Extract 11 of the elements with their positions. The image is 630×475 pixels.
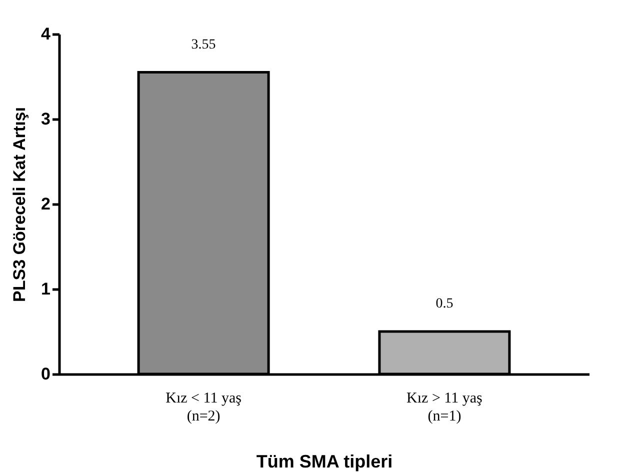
data-label: 3.55 xyxy=(191,37,216,52)
y-tick-label: 3 xyxy=(41,110,50,128)
y-tick-label: 0 xyxy=(41,364,50,384)
x-axis-title: Tüm SMA tipleri xyxy=(256,452,393,472)
y-axis-title: PLS3 Göreceli Kat Artışı xyxy=(10,107,30,302)
data-label: 0.5 xyxy=(436,296,454,312)
x-tick-label: Kız > 11 yaş (n=1) xyxy=(406,390,483,424)
y-tick-label: 4 xyxy=(41,24,52,44)
x-tick-label: Kız < 11 yaş (n=2) xyxy=(166,390,242,424)
y-tick-label: 1 xyxy=(41,280,50,298)
y-tick-label: 2 xyxy=(41,194,50,214)
